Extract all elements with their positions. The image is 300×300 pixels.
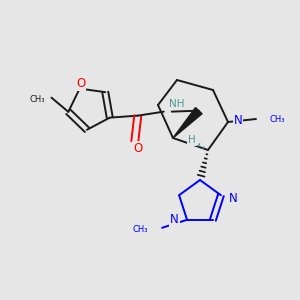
Polygon shape <box>173 108 202 138</box>
Text: CH₃: CH₃ <box>133 225 148 234</box>
Text: CH₃: CH₃ <box>270 115 286 124</box>
Text: NH: NH <box>169 99 184 109</box>
Text: H: H <box>188 135 196 145</box>
Text: N: N <box>234 113 242 127</box>
Text: N: N <box>229 192 238 205</box>
Text: O: O <box>133 142 142 155</box>
Text: N: N <box>170 213 179 226</box>
Text: CH₃: CH₃ <box>30 95 46 104</box>
Text: O: O <box>76 77 85 90</box>
